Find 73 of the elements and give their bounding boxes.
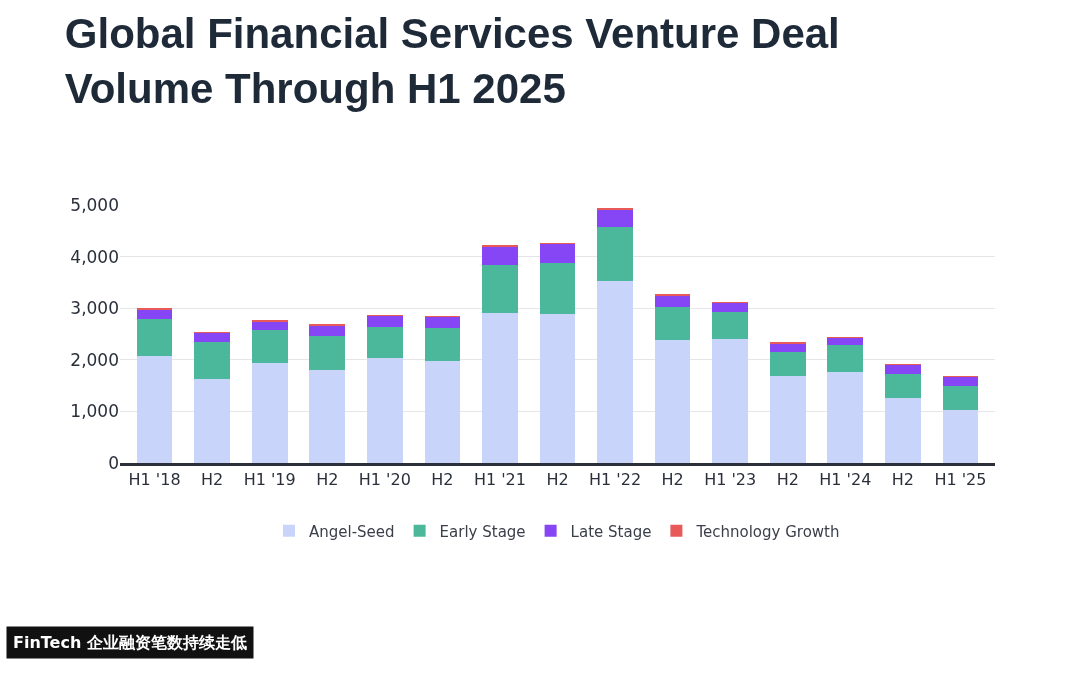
legend-label: Late Stage — [570, 522, 652, 541]
bar — [885, 373, 921, 398]
bar — [482, 246, 518, 265]
bar — [769, 352, 806, 376]
bar — [597, 209, 633, 227]
bar — [597, 280, 633, 463]
bar — [827, 372, 864, 463]
y-tick-label: 2,000 — [70, 349, 119, 370]
bar — [424, 328, 461, 361]
legend-label: Early Stage — [439, 522, 526, 541]
x-tick-label: H2 — [431, 469, 454, 489]
x-tick-label: H2 — [546, 469, 569, 489]
x-tick-label: H1 '19 — [243, 469, 296, 489]
x-tick-label: H1 '22 — [589, 469, 642, 489]
y-tick-label: 3,000 — [70, 298, 119, 319]
x-tick-label: H1 '20 — [358, 469, 411, 489]
bar — [366, 358, 403, 463]
legend-label: Angel-Seed — [309, 522, 395, 541]
bar — [539, 243, 576, 263]
bar — [482, 312, 518, 463]
bar — [136, 355, 173, 463]
bar — [654, 339, 691, 463]
bar — [827, 344, 864, 373]
bar — [654, 295, 691, 307]
bar — [942, 376, 979, 386]
bar — [366, 315, 403, 327]
bar — [424, 316, 461, 329]
bar — [251, 362, 288, 463]
bar — [136, 309, 173, 320]
x-tick-label: H2 — [776, 469, 799, 489]
bar — [827, 337, 864, 345]
bar — [712, 311, 749, 339]
bar — [482, 244, 518, 247]
bar — [309, 325, 346, 337]
bar — [712, 338, 749, 463]
bar — [194, 378, 230, 463]
y-tick-label: 1,000 — [70, 401, 119, 422]
x-tick-label: H1 '23 — [704, 469, 757, 489]
x-tick-label: H1 '18 — [128, 469, 181, 489]
y-tick-label: 4,000 — [70, 246, 119, 267]
bar — [769, 375, 806, 463]
bar — [885, 364, 921, 374]
bar — [424, 360, 461, 463]
legend-label: Technology Growth — [695, 522, 840, 541]
x-tick-label: H1 '21 — [473, 469, 526, 489]
bar — [539, 313, 576, 463]
bar — [942, 410, 979, 463]
bar — [769, 343, 806, 353]
bar — [539, 262, 576, 314]
bar — [194, 342, 230, 379]
x-tick-label: H2 — [316, 469, 339, 489]
bar — [251, 329, 288, 363]
bar — [251, 322, 288, 330]
x-tick-label: H2 — [891, 469, 914, 489]
bar — [309, 369, 346, 463]
bar — [309, 336, 346, 370]
bar — [654, 306, 691, 340]
y-tick-label: 5,000 — [70, 194, 119, 215]
bar — [942, 385, 979, 411]
x-tick-label: H2 — [201, 469, 224, 489]
bar — [136, 319, 173, 356]
x-tick-label: H2 — [661, 469, 684, 489]
x-tick-label: H1 '25 — [934, 469, 987, 489]
x-tick-label: H1 '24 — [819, 469, 872, 489]
text: FinTech 企业融资笔数持续走低 — [13, 633, 247, 652]
bar — [366, 326, 403, 359]
chart-title: Global Financial Services Venture Deal Volume Through H1 2025 — [64, 10, 840, 112]
bar — [712, 302, 749, 312]
bar — [482, 264, 518, 313]
bar — [597, 226, 633, 281]
bar — [885, 397, 921, 463]
bar — [194, 332, 230, 343]
y-tick-label: 0 — [108, 452, 119, 473]
